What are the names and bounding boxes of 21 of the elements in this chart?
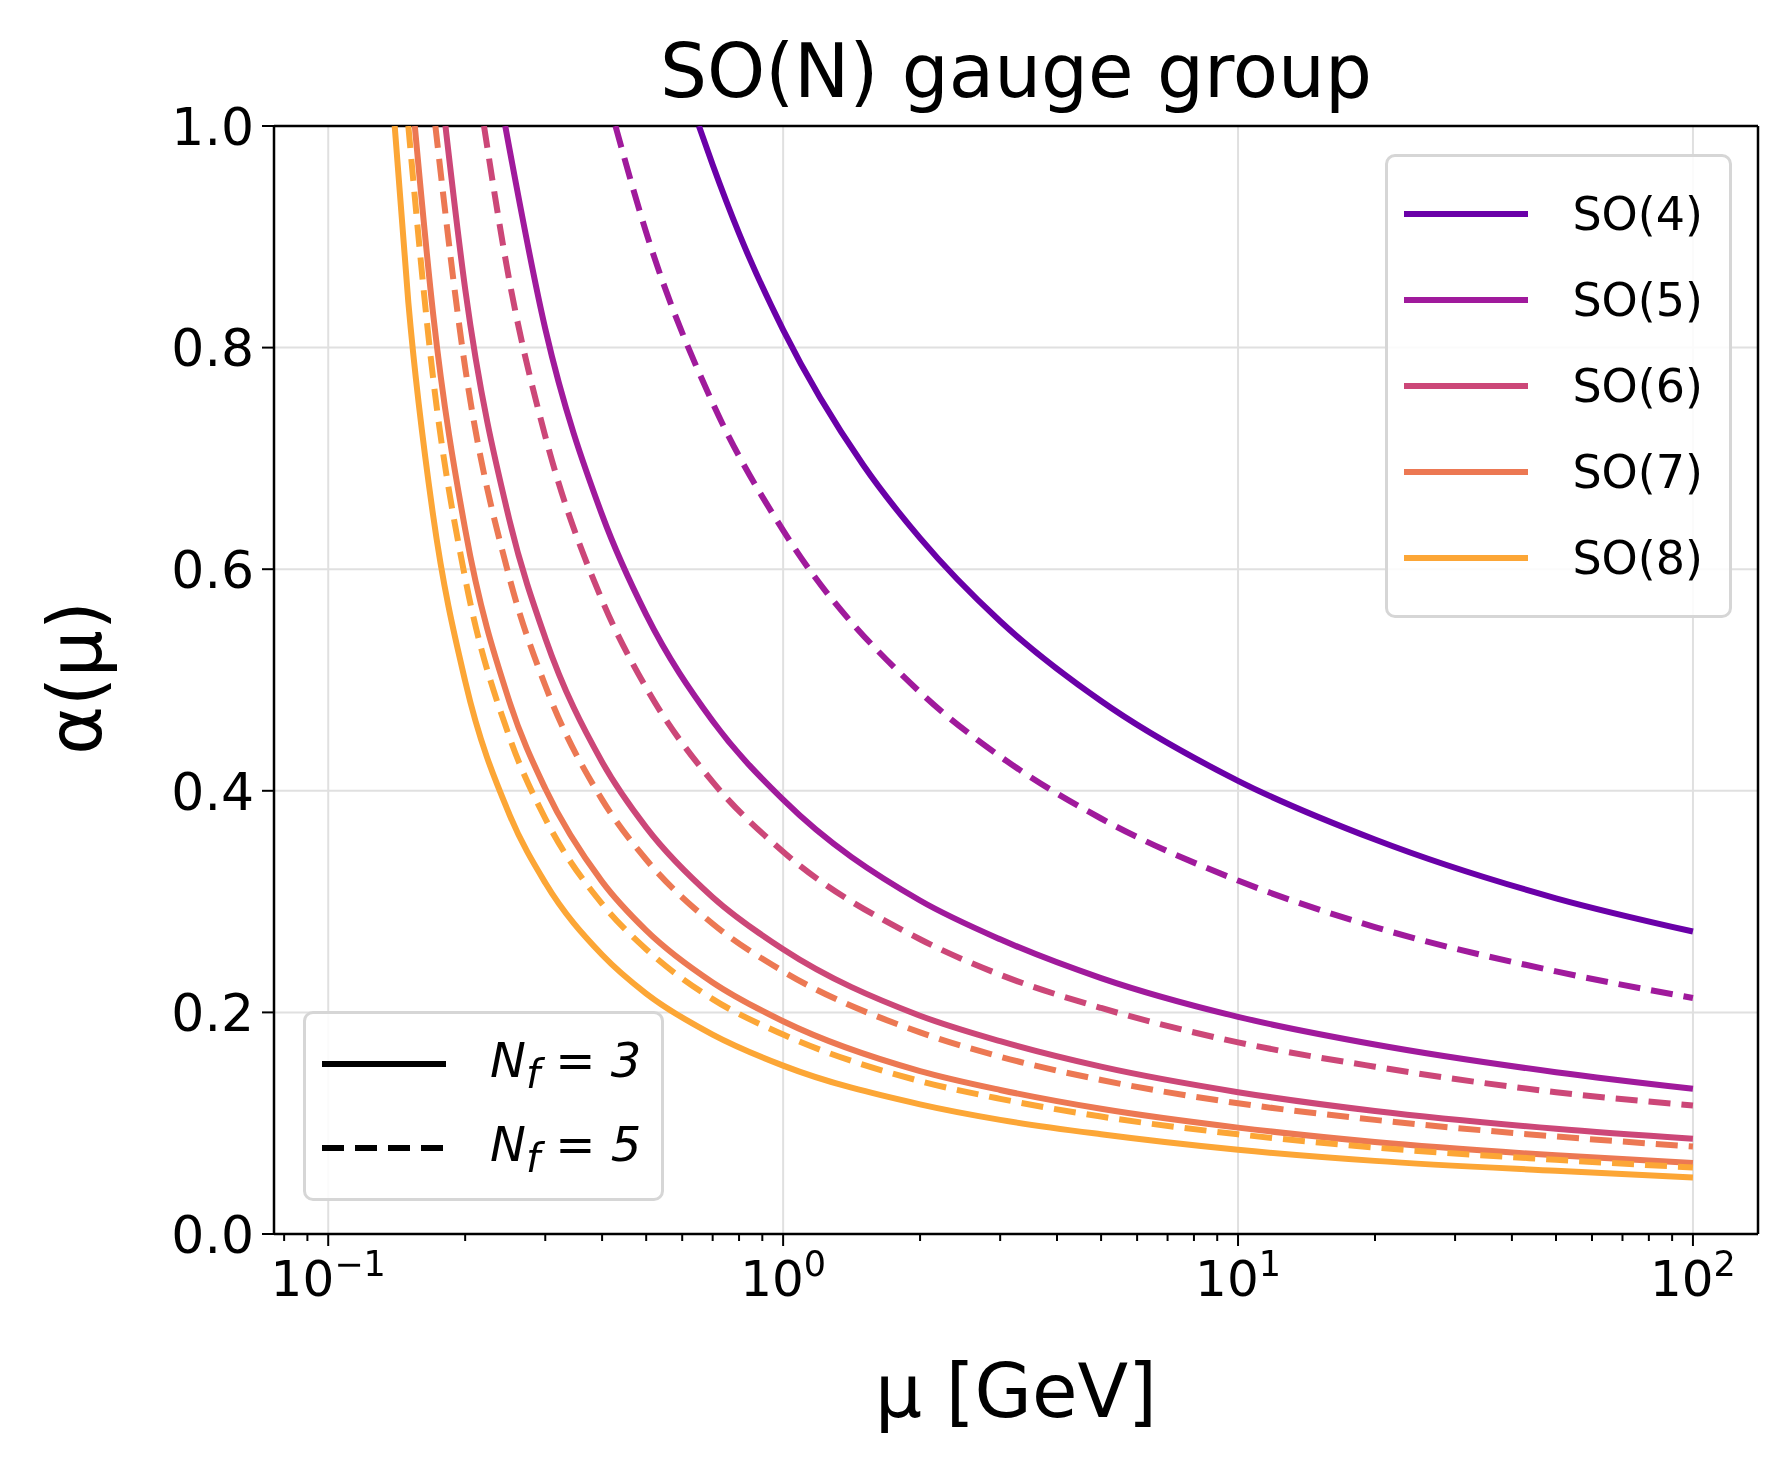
- x-tick-label: 10$^{0}$: [740, 1244, 827, 1308]
- y-tick-label: 0.6: [171, 539, 254, 600]
- legend-label: SO(6): [1572, 359, 1703, 413]
- annotation: N$_{f}$ = 3: [490, 1031, 642, 1097]
- chart-title: SO(N) gauge group: [660, 28, 1372, 114]
- y-tick-label: 0.0: [171, 1204, 254, 1265]
- x-tick-label: 10$^{−1}$: [270, 1244, 386, 1308]
- y-axis-title: α(μ): [32, 601, 118, 755]
- y-tick-label: 0.8: [171, 318, 254, 379]
- legend-label: SO(5): [1572, 273, 1703, 327]
- legend-label: SO(7): [1572, 445, 1703, 499]
- key-box: N$_{f}$ = 3 N$_{f}$ = 5: [303, 1011, 665, 1201]
- y-tick-label: 0.4: [171, 761, 254, 822]
- annotation: N$_{f}$ = 5: [490, 1115, 642, 1181]
- legend-label: SO(4): [1572, 187, 1703, 241]
- x-axis-title: μ [GeV]: [875, 1348, 1157, 1434]
- y-tick-label: 1.0: [171, 96, 254, 157]
- y-tick-label: 0.2: [171, 983, 254, 1044]
- legend-label: SO(8): [1572, 531, 1703, 585]
- x-tick-label: 10$^{1}$: [1195, 1244, 1281, 1308]
- x-tick-label: 10$^{2}$: [1649, 1244, 1736, 1308]
